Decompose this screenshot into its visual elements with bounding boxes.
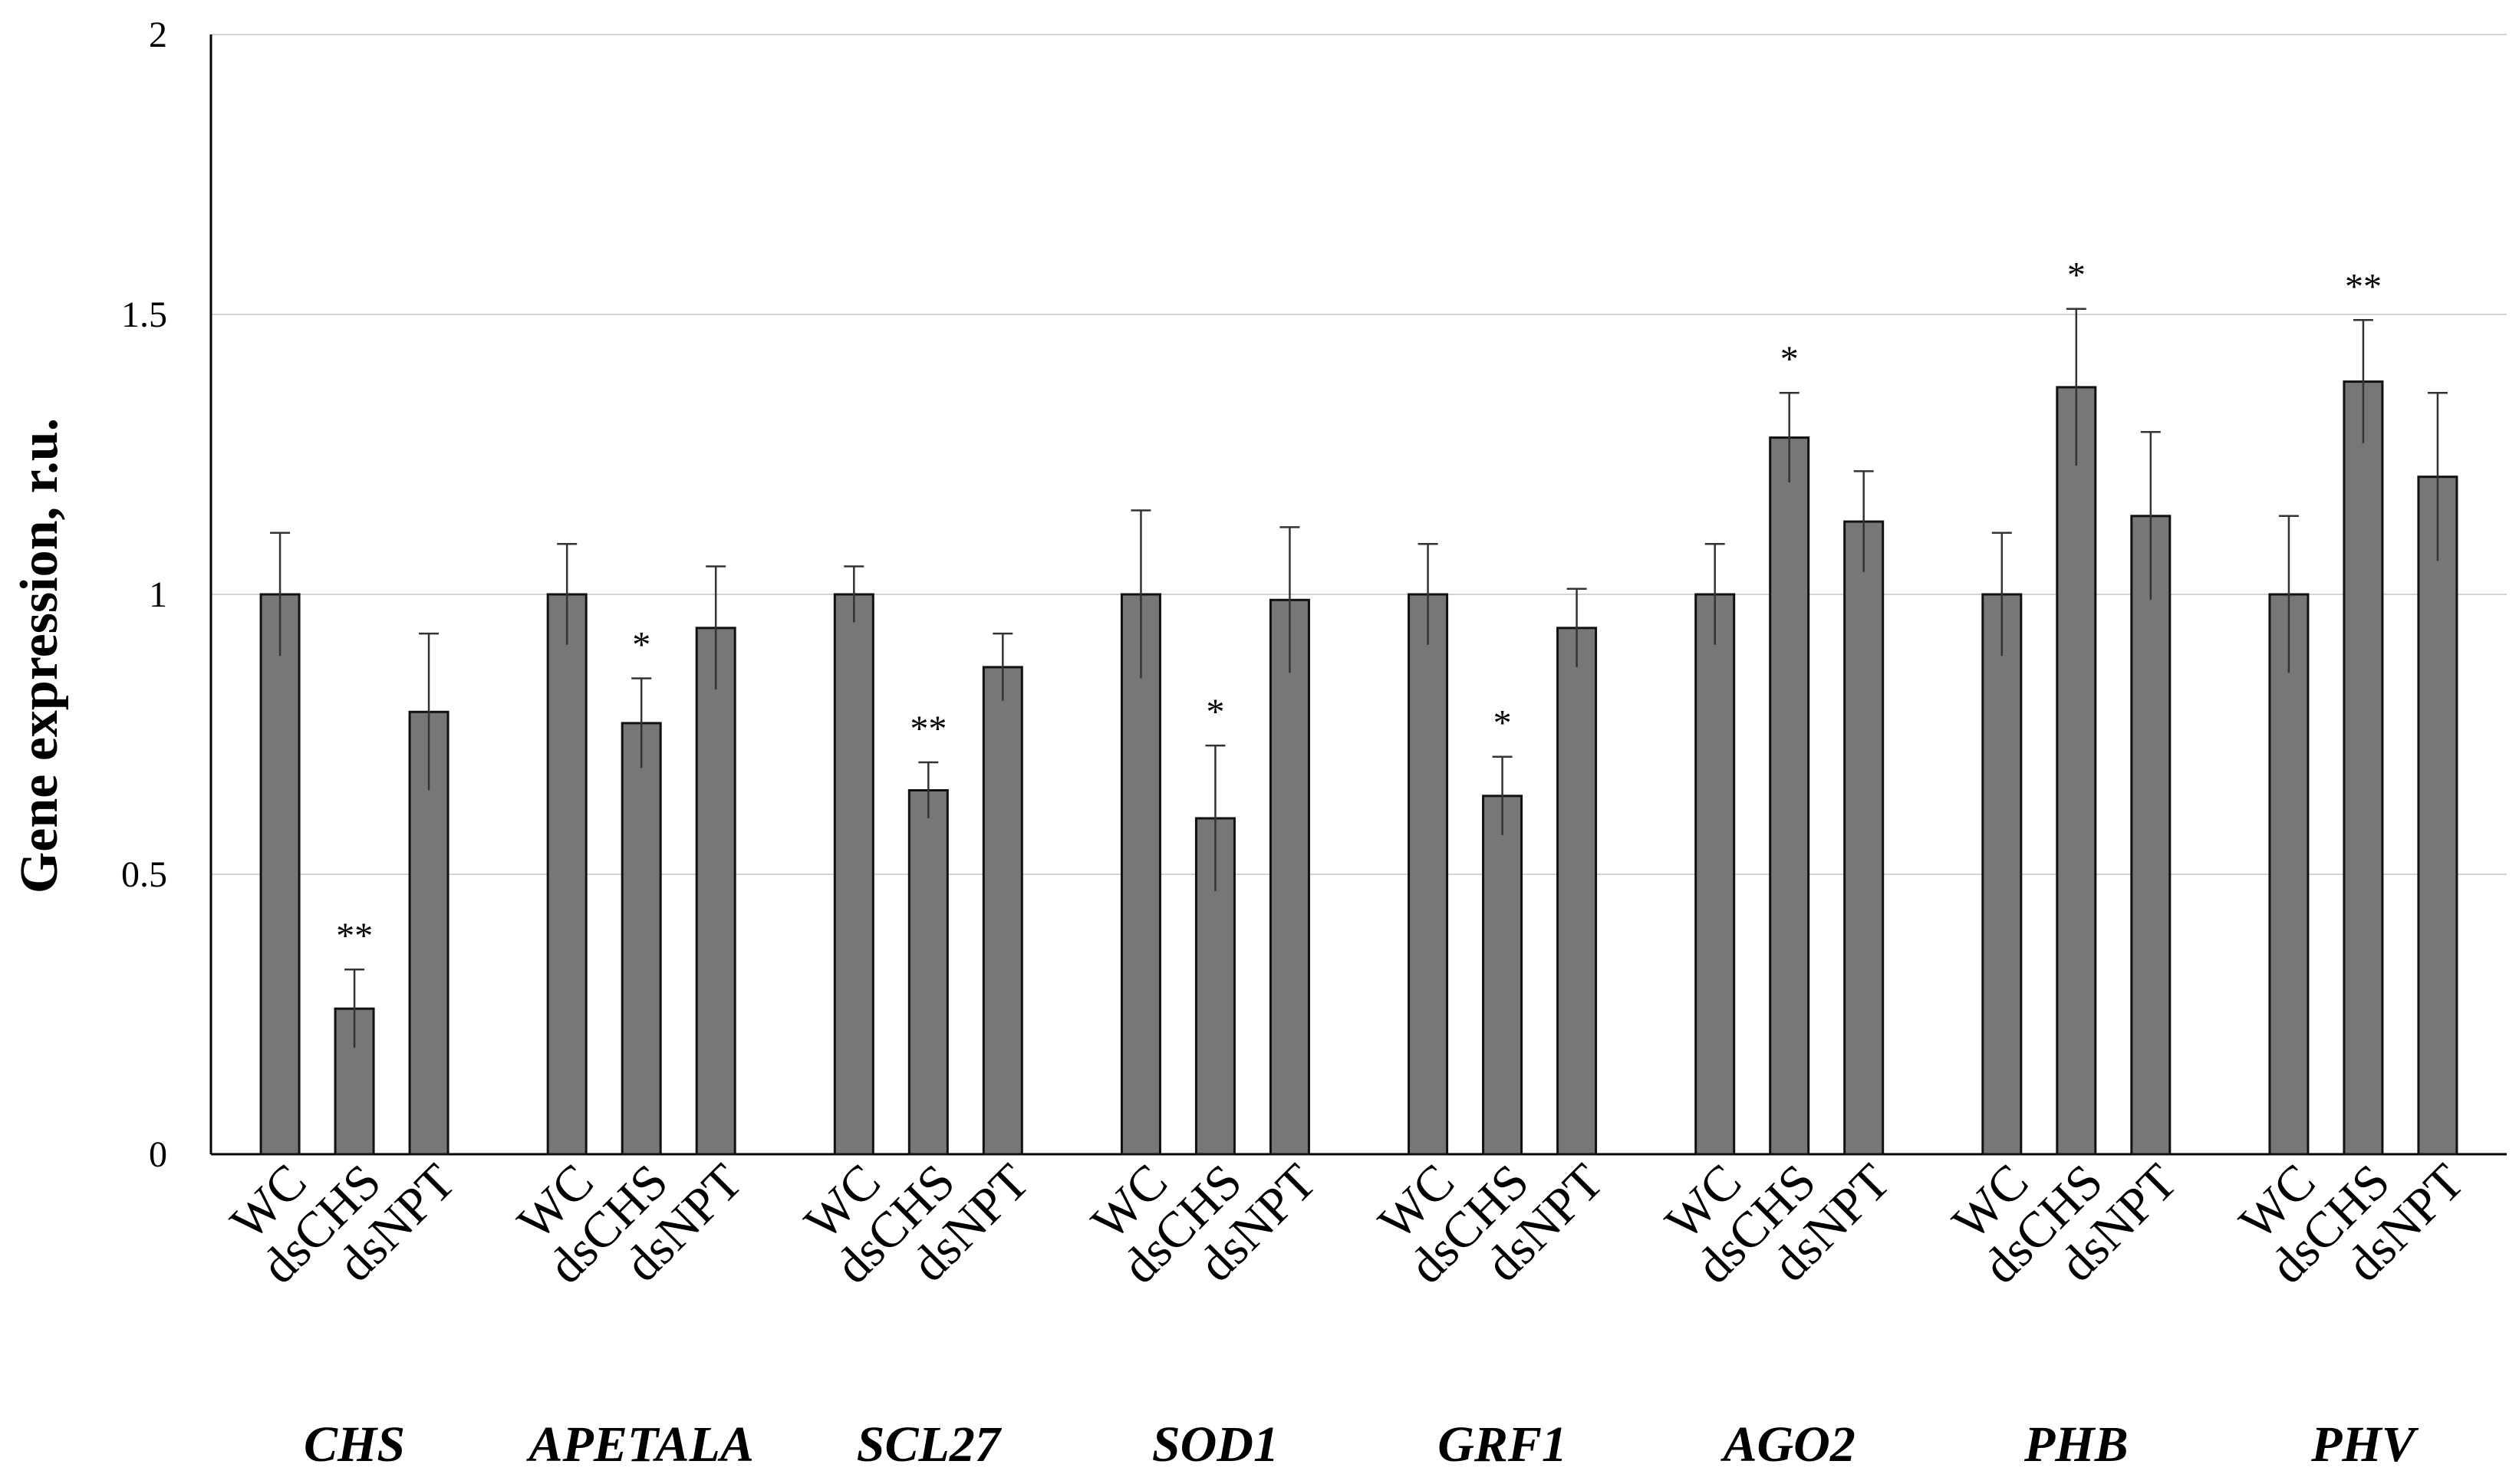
gene-label: SCL27 (857, 1417, 1003, 1472)
gene-label: SOD1 (1152, 1417, 1279, 1472)
significance-marks: ***** * *** ** (336, 255, 2382, 956)
y-tick-label: 1.5 (121, 294, 167, 335)
y-tick-label: 1 (149, 574, 167, 615)
significance-mark: ** (336, 916, 373, 956)
bar (2056, 386, 2097, 1156)
significance-mark: ** (2345, 266, 2382, 307)
gridlines (211, 34, 2507, 875)
bar (833, 593, 874, 1156)
bar (982, 666, 1023, 1156)
bar (546, 593, 588, 1156)
significance-mark: * (2067, 255, 2086, 296)
error-bars (270, 308, 2448, 1048)
bar (695, 627, 736, 1156)
gene-label: GRF1 (1437, 1417, 1567, 1472)
significance-mark: * (1206, 692, 1224, 732)
significance-mark: * (632, 625, 650, 666)
gene-label: AGO2 (1720, 1417, 1855, 1472)
y-tick-label: 0.5 (121, 854, 167, 895)
gene-label: PHB (2023, 1417, 2129, 1472)
bar (1269, 598, 1310, 1156)
bar (2268, 593, 2310, 1156)
bar (1769, 436, 1810, 1156)
bars (259, 380, 2458, 1156)
bar (2130, 515, 2172, 1156)
significance-mark: ** (910, 709, 947, 749)
y-axis-label: Gene expression, r.u. (10, 418, 69, 893)
bar (259, 593, 301, 1156)
y-axis-ticks: 0 0.5 1 1.5 2 (121, 15, 167, 1175)
gene-label: PHV (2310, 1417, 2419, 1472)
bar (1482, 795, 1523, 1156)
y-tick-label: 2 (149, 15, 167, 55)
bar (2417, 475, 2458, 1156)
bar (1120, 593, 1161, 1156)
y-tick-label: 0 (149, 1134, 167, 1175)
bar (1408, 593, 1449, 1156)
bar (907, 789, 949, 1156)
gene-label: CHS (304, 1417, 405, 1472)
bar (1981, 593, 2023, 1156)
bar (1556, 627, 1598, 1156)
bar (1843, 520, 1885, 1156)
significance-mark: * (1780, 339, 1799, 380)
gene-labels: CHS APETALA SCL27 SOD1 GRF1 AGO2 PHB PHV (304, 1417, 2419, 1472)
bar (2343, 380, 2384, 1156)
significance-mark: * (1493, 703, 1512, 744)
bar (1694, 593, 1736, 1156)
bar (621, 722, 662, 1156)
gene-label: APETALA (525, 1417, 753, 1472)
